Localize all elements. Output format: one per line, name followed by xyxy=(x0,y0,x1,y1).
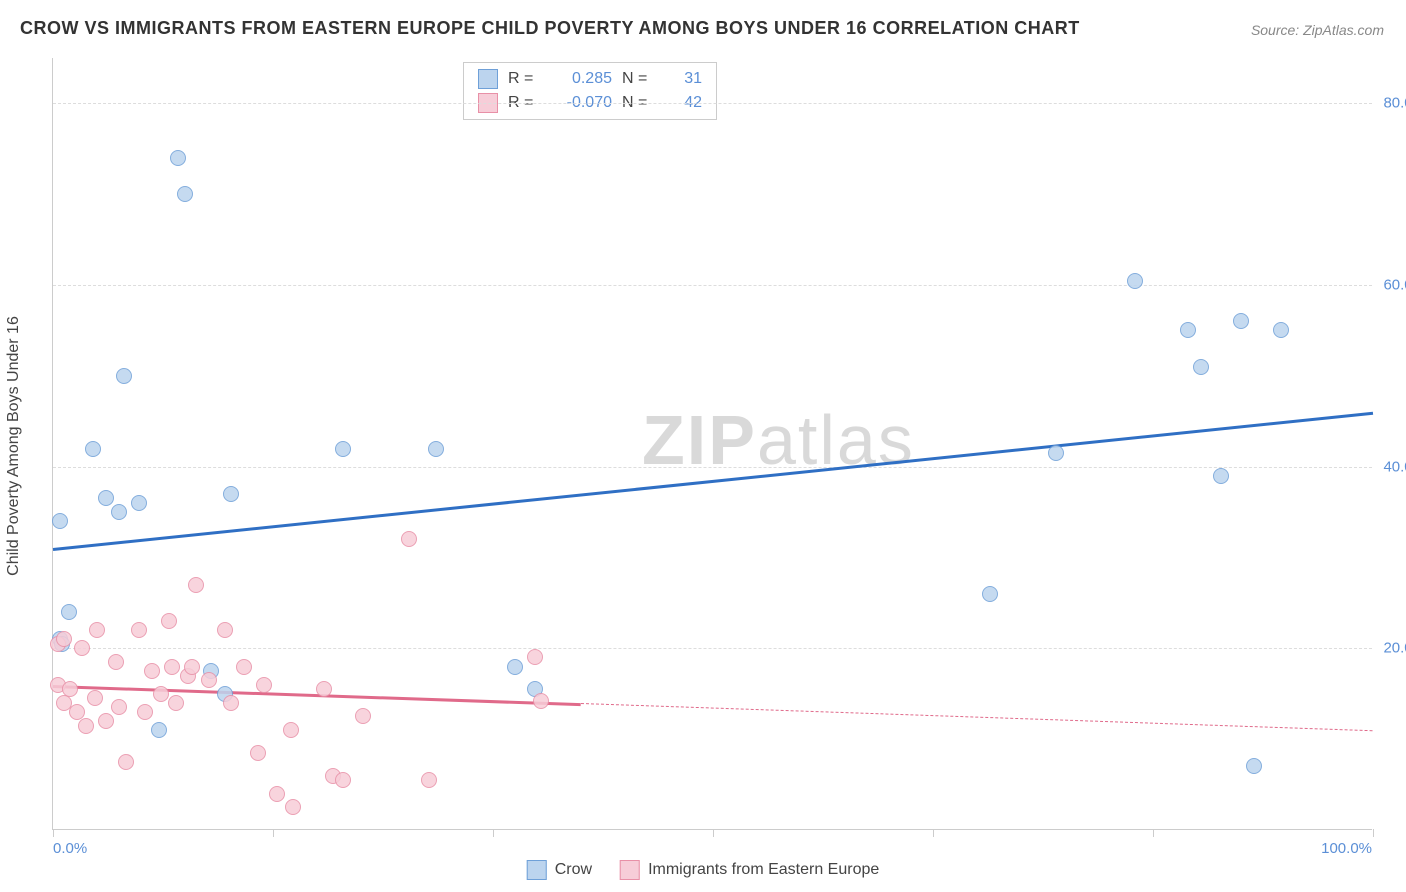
data-point xyxy=(188,577,204,593)
data-point xyxy=(250,745,266,761)
xtick xyxy=(493,829,494,837)
data-point xyxy=(85,441,101,457)
data-point xyxy=(170,150,186,166)
data-point xyxy=(401,531,417,547)
trend-line xyxy=(53,412,1373,551)
data-point xyxy=(98,713,114,729)
data-point xyxy=(98,490,114,506)
xtick xyxy=(1373,829,1374,837)
xtick xyxy=(933,829,934,837)
data-point xyxy=(131,495,147,511)
legend-swatch xyxy=(620,860,640,880)
data-point xyxy=(78,718,94,734)
data-point xyxy=(1180,322,1196,338)
data-point xyxy=(256,677,272,693)
xtick xyxy=(273,829,274,837)
data-point xyxy=(335,772,351,788)
stat-N-value: 31 xyxy=(666,70,702,88)
legend-swatch xyxy=(478,69,498,89)
data-point xyxy=(168,695,184,711)
data-point xyxy=(217,622,233,638)
data-point xyxy=(161,613,177,629)
trend-line xyxy=(581,703,1373,731)
data-point xyxy=(116,368,132,384)
data-point xyxy=(335,441,351,457)
ytick-label: 40.0% xyxy=(1383,458,1406,475)
data-point xyxy=(428,441,444,457)
data-point xyxy=(108,654,124,670)
plot-area: ZIPatlas R =0.285N =31R =-0.070N =42 20.… xyxy=(52,58,1372,830)
data-point xyxy=(131,622,147,638)
data-point xyxy=(89,622,105,638)
data-point xyxy=(118,754,134,770)
data-point xyxy=(56,631,72,647)
xtick xyxy=(53,829,54,837)
data-point xyxy=(236,659,252,675)
data-point xyxy=(507,659,523,675)
data-point xyxy=(982,586,998,602)
legend-item: Crow xyxy=(527,860,592,880)
data-point xyxy=(137,704,153,720)
data-point xyxy=(1246,758,1262,774)
legend-label: Crow xyxy=(555,861,592,879)
data-point xyxy=(1127,273,1143,289)
data-point xyxy=(62,681,78,697)
data-point xyxy=(223,486,239,502)
data-point xyxy=(527,649,543,665)
data-point xyxy=(223,695,239,711)
data-point xyxy=(283,722,299,738)
stat-R-value: 0.285 xyxy=(552,70,612,88)
data-point xyxy=(355,708,371,724)
data-point xyxy=(177,186,193,202)
data-point xyxy=(285,799,301,815)
xtick-label: 100.0% xyxy=(1321,840,1372,857)
data-point xyxy=(201,672,217,688)
data-point xyxy=(74,640,90,656)
xtick-label: 0.0% xyxy=(53,840,87,857)
ytick-label: 80.0% xyxy=(1383,95,1406,112)
data-point xyxy=(184,659,200,675)
gridline xyxy=(53,648,1372,649)
ytick-label: 60.0% xyxy=(1383,277,1406,294)
data-point xyxy=(87,690,103,706)
data-point xyxy=(1213,468,1229,484)
data-point xyxy=(52,513,68,529)
data-point xyxy=(533,693,549,709)
data-point xyxy=(153,686,169,702)
ytick-label: 20.0% xyxy=(1383,640,1406,657)
data-point xyxy=(1233,313,1249,329)
stat-R-label: R = xyxy=(508,70,542,88)
data-point xyxy=(111,504,127,520)
gridline xyxy=(53,285,1372,286)
legend-label: Immigrants from Eastern Europe xyxy=(648,861,879,879)
data-point xyxy=(421,772,437,788)
y-axis-label: Child Poverty Among Boys Under 16 xyxy=(5,316,23,576)
data-point xyxy=(1273,322,1289,338)
xtick xyxy=(1153,829,1154,837)
data-point xyxy=(111,699,127,715)
chart-title: CROW VS IMMIGRANTS FROM EASTERN EUROPE C… xyxy=(20,18,1080,39)
data-point xyxy=(1193,359,1209,375)
legend-swatch xyxy=(527,860,547,880)
data-point xyxy=(164,659,180,675)
gridline xyxy=(53,103,1372,104)
data-point xyxy=(151,722,167,738)
legend-item: Immigrants from Eastern Europe xyxy=(620,860,879,880)
source-label: Source: ZipAtlas.com xyxy=(1251,22,1384,38)
xtick xyxy=(713,829,714,837)
gridline xyxy=(53,467,1372,468)
bottom-legend: Crow Immigrants from Eastern Europe xyxy=(527,860,880,880)
stats-row: R = 0.285 N = 31 xyxy=(464,67,716,91)
data-point xyxy=(316,681,332,697)
stat-N-label: N = xyxy=(622,70,656,88)
data-point xyxy=(61,604,77,620)
data-point xyxy=(1048,445,1064,461)
data-point xyxy=(144,663,160,679)
stats-legend: R =0.285N =31R =-0.070N =42 xyxy=(463,62,717,120)
data-point xyxy=(269,786,285,802)
